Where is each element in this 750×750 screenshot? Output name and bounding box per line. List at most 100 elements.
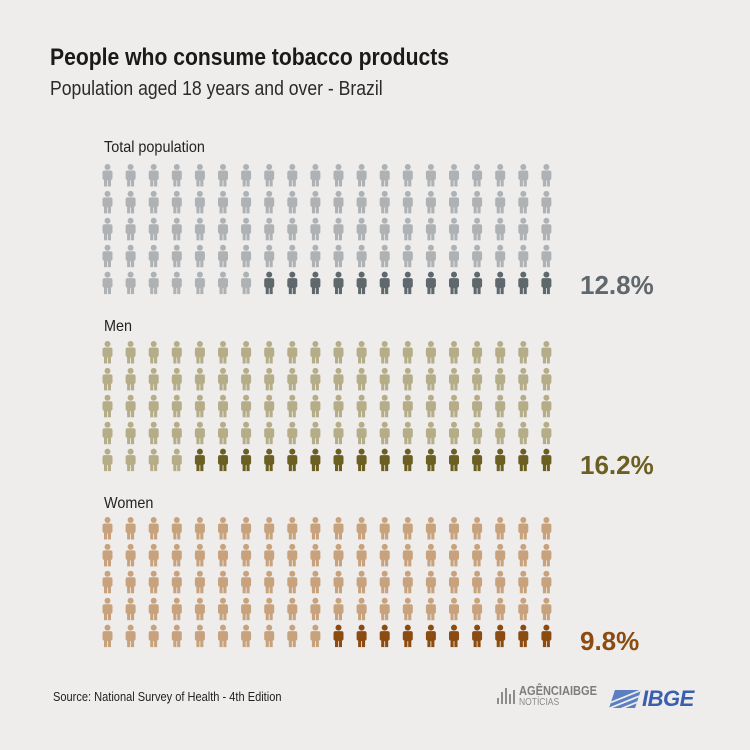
person-icon-total (379, 217, 390, 241)
person-icon-women (449, 517, 459, 540)
person-icon-men (379, 341, 390, 364)
person-icon-men (541, 421, 552, 445)
person-icon-men (495, 367, 506, 391)
person-icon-women (356, 543, 367, 567)
person-icon-men (264, 367, 275, 391)
person-icon-women (171, 597, 182, 621)
person-icon-women (333, 597, 344, 621)
person-icon-total (241, 190, 252, 214)
person-icon-women (425, 597, 436, 621)
person-icon-women (333, 543, 344, 567)
person-icon-women (264, 624, 275, 648)
person-icon-total (194, 244, 205, 268)
person-icon-total (125, 190, 136, 214)
person-icon-men (194, 394, 205, 418)
person-icon-total (264, 217, 275, 241)
person-icon-total (541, 164, 552, 187)
person-icon-total (333, 190, 344, 214)
person-icon-women-highlighted (449, 624, 459, 648)
person-icon-total (541, 190, 552, 214)
person-icon-men (218, 341, 228, 364)
person-icon-total (218, 244, 228, 268)
person-icon-women (425, 543, 436, 567)
person-icon-total (425, 190, 436, 214)
person-icon-women-highlighted (541, 624, 552, 648)
person-icon-men (241, 367, 252, 391)
person-icon-women (194, 597, 205, 621)
group-label-women: Women (104, 495, 154, 512)
person-icon-women (125, 543, 136, 567)
chart-title: People who consume tobacco products (50, 44, 449, 71)
person-icon-total (541, 244, 552, 268)
person-icon-women (241, 597, 252, 621)
person-icon-women (102, 624, 113, 648)
person-icon-total (102, 271, 113, 295)
person-icon-total-highlighted (287, 271, 298, 295)
person-icon-men-highlighted (495, 448, 506, 472)
person-icon-men (241, 341, 252, 364)
person-icon-men (333, 421, 344, 445)
bars-icon (497, 688, 515, 704)
person-icon-women (287, 624, 298, 648)
person-icon-men (356, 421, 367, 445)
person-icon-women (541, 570, 552, 594)
person-icon-men (333, 367, 344, 391)
person-icon-men (148, 448, 159, 472)
person-icon-men (425, 341, 436, 364)
person-icon-men (310, 421, 321, 445)
person-icon-total (171, 164, 182, 187)
person-icon-women-highlighted (518, 624, 529, 648)
person-icon-men (102, 367, 113, 391)
person-icon-total (449, 244, 459, 268)
person-icon-men-highlighted (541, 448, 552, 472)
person-icon-men (402, 367, 413, 391)
person-icon-men (472, 421, 483, 445)
person-icon-total (425, 217, 436, 241)
person-icon-men (356, 341, 367, 364)
person-icon-men (449, 341, 459, 364)
person-icon-total (148, 271, 159, 295)
person-icon-women (518, 517, 529, 540)
person-icon-men (425, 421, 436, 445)
person-icon-men (287, 341, 298, 364)
person-icon-men (171, 341, 182, 364)
person-icon-women (356, 597, 367, 621)
person-icon-women (194, 624, 205, 648)
person-icon-total (425, 164, 436, 187)
person-icon-total (379, 244, 390, 268)
person-icon-men (148, 341, 159, 364)
person-icon-total (379, 190, 390, 214)
person-icon-total (518, 164, 529, 187)
person-icon-men (379, 367, 390, 391)
person-icon-men (379, 421, 390, 445)
person-icon-men (125, 421, 136, 445)
person-icon-total (449, 217, 459, 241)
person-icon-men (171, 394, 182, 418)
person-icon-total (218, 190, 228, 214)
person-icon-total (402, 244, 413, 268)
person-icon-women-highlighted (333, 624, 344, 648)
person-icon-total (472, 190, 483, 214)
person-icon-men (495, 394, 506, 418)
ibge-mark-icon (609, 690, 641, 708)
person-icon-men (333, 341, 344, 364)
person-icon-women (541, 543, 552, 567)
person-icon-total (125, 164, 136, 187)
person-icon-total (264, 190, 275, 214)
person-icon-total (171, 244, 182, 268)
person-icon-women (518, 570, 529, 594)
person-icon-total (218, 217, 228, 241)
agencia-ibge-logo: AGÊNCIAIBGE NOTÍCIAS (497, 684, 611, 708)
person-icon-men (449, 394, 459, 418)
group-label-men: Men (104, 318, 133, 335)
person-icon-women (241, 543, 252, 567)
person-icon-total (356, 164, 367, 187)
person-icon-men-highlighted (518, 448, 529, 472)
person-icon-total-highlighted (379, 271, 390, 295)
person-icon-men (125, 394, 136, 418)
person-icon-men-highlighted (264, 448, 275, 472)
person-icon-women (102, 597, 113, 621)
person-icon-women (495, 597, 506, 621)
person-icon-total (310, 164, 321, 187)
